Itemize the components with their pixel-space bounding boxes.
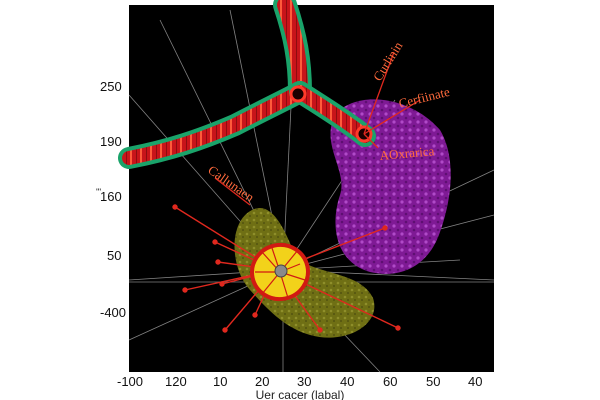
x-tick-label: 40 (468, 374, 482, 389)
y-tick-label: 50 (107, 248, 121, 263)
x-tick-label: 10 (213, 374, 227, 389)
x-tick-label: 40 (340, 374, 354, 389)
annotation-leaders (214, 51, 421, 206)
x-axis-caption: Uer cacer (labal) (256, 388, 345, 400)
vessel-node (289, 85, 307, 103)
y-tick-label: -400 (100, 305, 126, 320)
yellow-core (250, 242, 310, 302)
y-tick-label: 160 (100, 189, 122, 204)
x-tick-label: 120 (165, 374, 187, 389)
vessel (118, 0, 376, 169)
y-tick-label: 250 (100, 79, 122, 94)
x-tick-label: 20 (255, 374, 269, 389)
y-axis-mark: ''' (96, 187, 101, 197)
x-tick-label: -100 (117, 374, 143, 389)
x-tick-label: 30 (297, 374, 311, 389)
annotation-label: AOxrarica (379, 143, 435, 163)
x-tick-label: 50 (426, 374, 440, 389)
x-tick-label: 60 (383, 374, 397, 389)
y-tick-label: 190 (100, 134, 122, 149)
